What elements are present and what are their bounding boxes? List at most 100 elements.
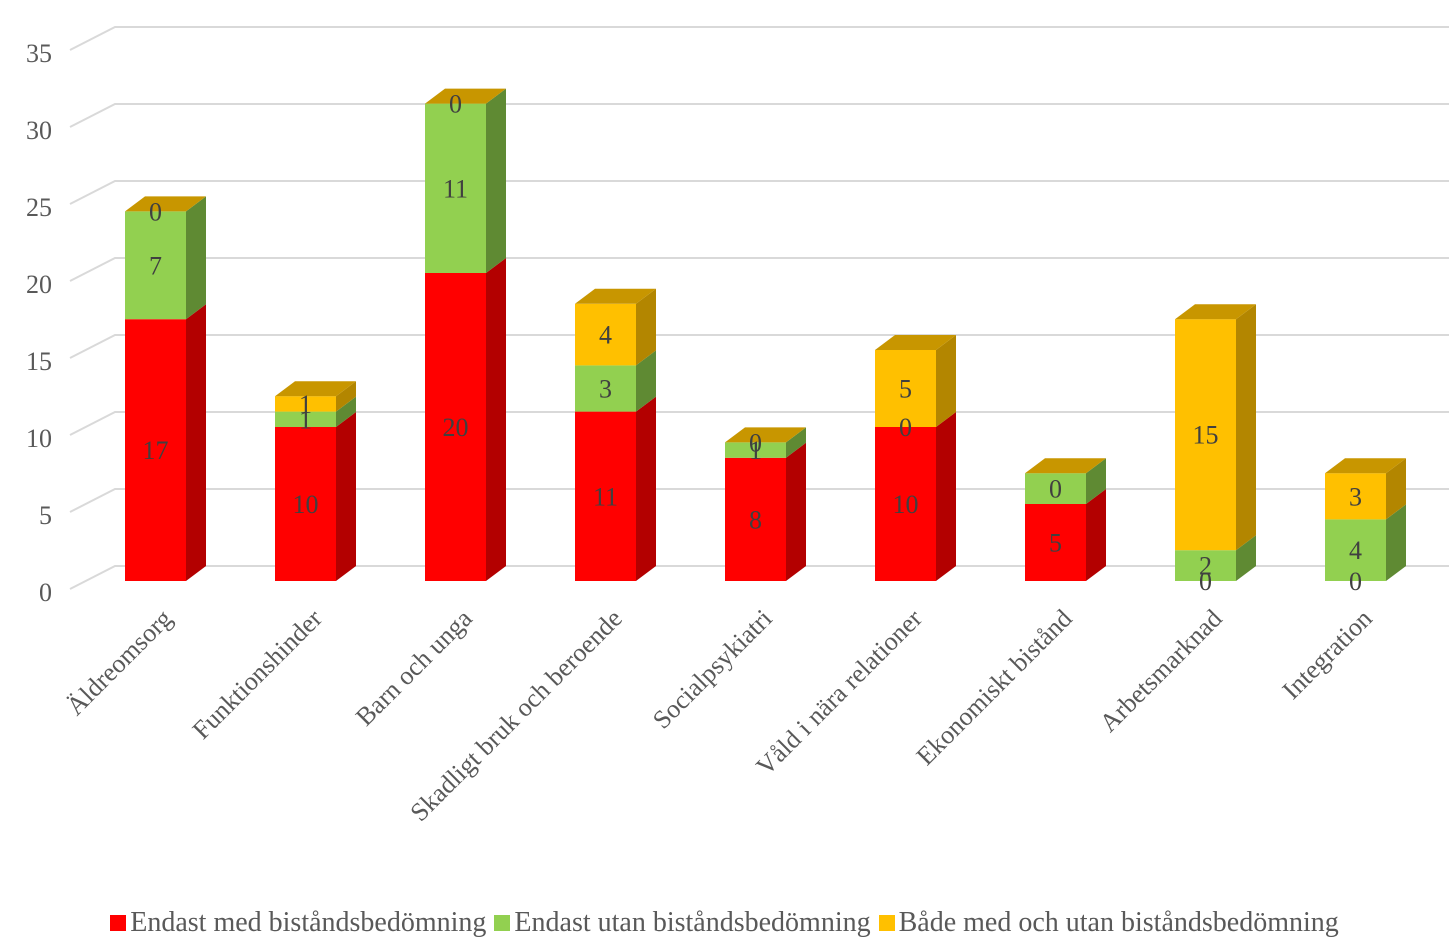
- bar-segment-front: [725, 457, 786, 581]
- bar-top-cap: [1325, 458, 1406, 474]
- data-label: 3: [599, 375, 612, 404]
- bar-segment-front: [1025, 473, 1086, 504]
- data-label: 15: [1193, 421, 1219, 450]
- y-tick-label: 5: [39, 501, 52, 530]
- legend-label: Både med och utan biståndsbedömning: [898, 907, 1339, 938]
- bar-segment-front: [425, 103, 486, 273]
- data-label: 0: [449, 90, 462, 119]
- y-tick-label: 35: [26, 39, 52, 68]
- legend-label: Endast med biståndsbedömning: [130, 907, 487, 938]
- bar-segment-side: [636, 288, 656, 366]
- data-label: 1: [749, 436, 762, 465]
- data-label: 4: [599, 321, 612, 350]
- bar-segment-side: [186, 304, 206, 581]
- bar-segment-side: [1236, 535, 1256, 581]
- x-category-label: Arbetsmarknad: [1094, 604, 1228, 738]
- gridline: [69, 180, 1449, 205]
- x-axis: Äldreomsorg Funktionshinder Barn och unga S…: [61, 603, 1378, 827]
- y-tick-label: 20: [26, 270, 52, 299]
- legend-item: Endast utan biståndsbedömning: [494, 907, 871, 939]
- gridline: [69, 334, 1449, 359]
- bar-stack: [125, 196, 206, 581]
- bar-segment-front: [575, 365, 636, 412]
- data-label: 3: [1349, 482, 1362, 511]
- y-tick-label: 0: [39, 578, 52, 607]
- data-label: 8: [749, 505, 762, 534]
- data-label: 10: [893, 490, 919, 519]
- x-category-label: Våld i nära relationer: [751, 603, 928, 780]
- legend-swatch: [110, 915, 127, 931]
- y-tick-label: 30: [26, 116, 52, 145]
- x-category-label: Barn och unga: [350, 603, 478, 731]
- legend-item: Endast med biståndsbedömning: [110, 907, 486, 939]
- bar-segment-side: [1386, 458, 1406, 520]
- bar-segment-side: [1236, 304, 1256, 551]
- bar-segment-side: [1086, 489, 1106, 581]
- x-category-label: Socialpsykiatri: [647, 604, 778, 735]
- bar-segment-side: [786, 442, 806, 581]
- bar-segment-side: [636, 396, 656, 581]
- y-tick-label: 25: [26, 193, 52, 222]
- y-tick-label: 10: [26, 424, 52, 453]
- legend: Endast med biståndsbedömning Endast utan …: [0, 905, 1449, 941]
- gridlines: [69, 26, 1449, 590]
- data-label: 20: [443, 413, 469, 442]
- data-label: 1: [299, 405, 312, 434]
- bar-stack: [575, 288, 656, 581]
- bar-segment-front: [875, 427, 936, 581]
- bar-segment-side: [486, 88, 506, 273]
- data-label: 17: [143, 436, 169, 465]
- bar-segment-front: [1175, 550, 1236, 581]
- x-category-label: Integration: [1277, 604, 1378, 705]
- bar-top-cap: [575, 288, 656, 304]
- bar-top-cap: [1025, 458, 1106, 474]
- data-label: 4: [1349, 536, 1362, 565]
- data-label: 0: [899, 413, 912, 442]
- bar-segment-front: [275, 396, 336, 412]
- bar-segment-front: [575, 303, 636, 366]
- bar-segment-front: [125, 211, 186, 320]
- bar-segment-side: [1386, 504, 1406, 581]
- bar-top-cap: [725, 427, 806, 443]
- bar-top-cap: [275, 381, 356, 397]
- bars: [125, 88, 1406, 581]
- bar-segment-side: [336, 412, 356, 581]
- bar-segment-front: [575, 411, 636, 581]
- bar-stack: [875, 335, 956, 581]
- bar-segment-side: [336, 381, 356, 412]
- data-label: 0: [149, 197, 162, 226]
- bar-segment-front: [275, 411, 336, 427]
- bar-segment-side: [786, 427, 806, 458]
- legend-item: Både med och utan biståndsbedömning: [878, 907, 1339, 939]
- bar-top-cap: [875, 335, 956, 350]
- bar-segment-front: [425, 273, 486, 581]
- gridline: [69, 488, 1449, 513]
- legend-label: Endast utan biståndsbedömning: [514, 907, 871, 938]
- bar-top-cap: [125, 196, 206, 212]
- legend-swatch: [878, 915, 895, 931]
- data-label: 5: [1049, 529, 1062, 558]
- bar-segment-side: [186, 196, 206, 320]
- gridline: [69, 257, 1449, 282]
- bar-segment-side: [936, 412, 956, 581]
- bar-stack: [425, 88, 506, 581]
- bar-segment-side: [936, 335, 956, 427]
- data-label: 0: [749, 428, 762, 457]
- bar-segment-side: [336, 396, 356, 427]
- bar-stack: [725, 427, 806, 581]
- bar-segment-front: [875, 350, 936, 427]
- bar-stack: [275, 381, 356, 581]
- gridline: [69, 411, 1449, 436]
- data-label: 0: [1049, 475, 1062, 504]
- bar-segment-front: [1175, 319, 1236, 551]
- data-label: 5: [899, 375, 912, 404]
- bar-segment-front: [1025, 504, 1086, 581]
- bar-segment-side: [1086, 458, 1106, 504]
- bar-top-cap: [425, 88, 506, 104]
- x-category-label: Ekonomiskt bistånd: [911, 604, 1078, 771]
- bar-segment-front: [275, 427, 336, 581]
- data-label: 1: [299, 390, 312, 419]
- bar-top-cap: [1175, 304, 1256, 320]
- gridline: [69, 565, 1449, 590]
